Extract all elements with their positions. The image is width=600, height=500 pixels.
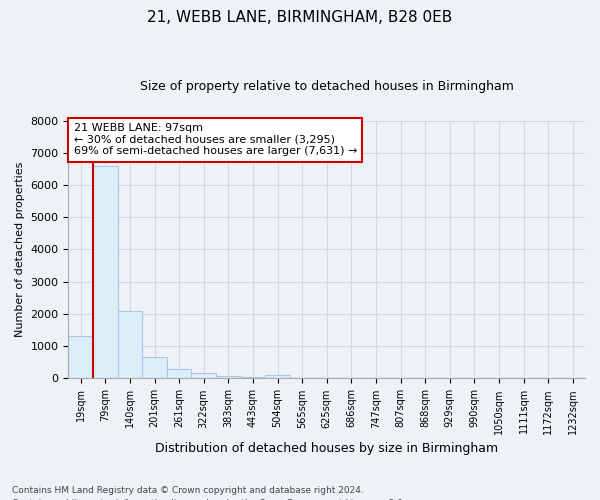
Title: Size of property relative to detached houses in Birmingham: Size of property relative to detached ho… xyxy=(140,80,514,93)
Text: Contains HM Land Registry data © Crown copyright and database right 2024.: Contains HM Land Registry data © Crown c… xyxy=(12,486,364,495)
Bar xyxy=(241,377,265,378)
Bar xyxy=(167,369,191,378)
Text: Contains public sector information licensed under the Open Government Licence v3: Contains public sector information licen… xyxy=(12,498,406,500)
Bar xyxy=(118,312,142,378)
Text: 21 WEBB LANE: 97sqm
← 30% of detached houses are smaller (3,295)
69% of semi-det: 21 WEBB LANE: 97sqm ← 30% of detached ho… xyxy=(74,123,357,156)
Bar xyxy=(68,336,93,378)
Bar xyxy=(191,374,216,378)
Y-axis label: Number of detached properties: Number of detached properties xyxy=(15,162,25,337)
Bar xyxy=(142,358,167,378)
Bar xyxy=(93,166,118,378)
X-axis label: Distribution of detached houses by size in Birmingham: Distribution of detached houses by size … xyxy=(155,442,498,455)
Bar xyxy=(216,376,241,378)
Bar xyxy=(265,376,290,378)
Text: 21, WEBB LANE, BIRMINGHAM, B28 0EB: 21, WEBB LANE, BIRMINGHAM, B28 0EB xyxy=(148,10,452,25)
